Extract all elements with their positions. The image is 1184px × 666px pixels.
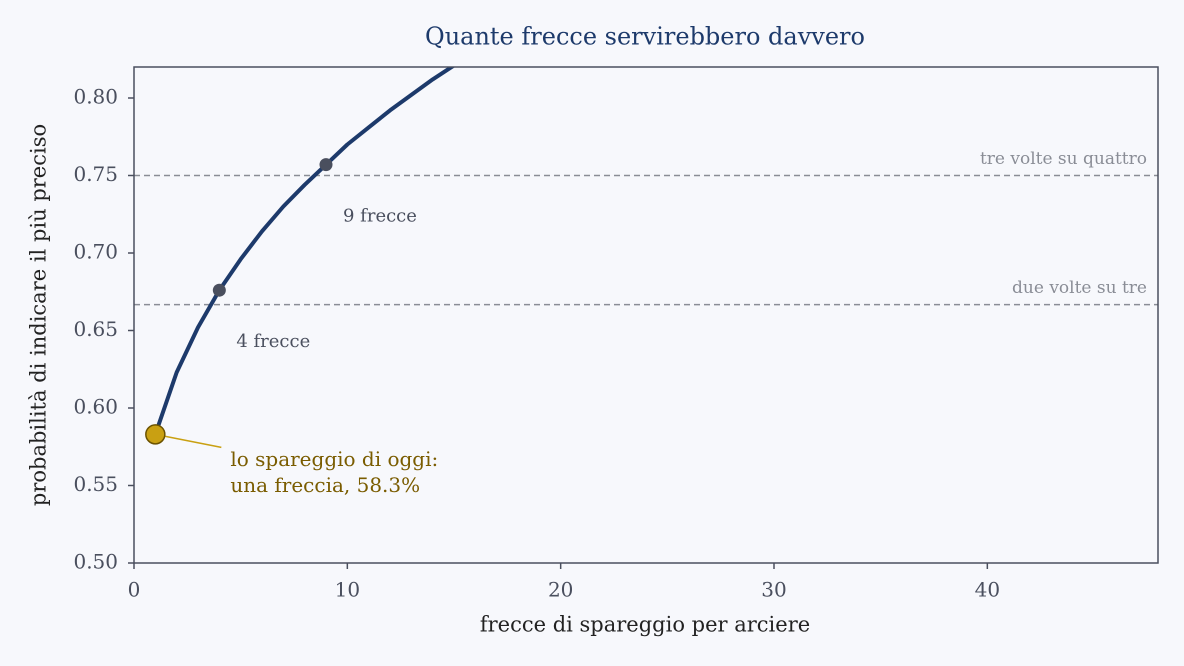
y-tick-label: 0.75 (73, 162, 118, 186)
highlight-point (319, 158, 333, 172)
y-tick-label: 0.70 (73, 240, 118, 264)
reference-label: tre volte su quattro (980, 149, 1147, 169)
callout-leader (155, 433, 222, 449)
x-tick-label: 40 (975, 578, 1000, 602)
callout-text: lo spareggio di oggi: (230, 447, 438, 471)
x-tick-label: 20 (548, 578, 573, 602)
callout-point (145, 424, 166, 445)
data-line (153, 67, 456, 436)
x-tick-label: 10 (335, 578, 360, 602)
x-tick-label: 30 (761, 578, 786, 602)
y-axis-label: probabilità di indicare il più preciso (27, 124, 51, 506)
callout-text: una freccia, 58.3% (230, 473, 420, 497)
y-tick-label: 0.80 (73, 85, 118, 109)
highlight-point (212, 283, 226, 297)
x-tick-label: 0 (128, 578, 141, 602)
y-tick-label: 0.55 (73, 472, 118, 496)
chart-title: Quante frecce servirebbero davvero (425, 23, 865, 51)
y-tick-label: 0.50 (73, 550, 118, 574)
reference-label: due volte su tre (1012, 278, 1147, 298)
plot-frame (133, 66, 1159, 564)
x-axis-label: frecce di spareggio per arciere (480, 613, 810, 637)
highlight-label: 9 frecce (343, 206, 417, 227)
highlight-label: 4 frecce (236, 331, 310, 352)
y-tick-label: 0.60 (73, 395, 118, 419)
y-tick-label: 0.65 (73, 317, 118, 341)
